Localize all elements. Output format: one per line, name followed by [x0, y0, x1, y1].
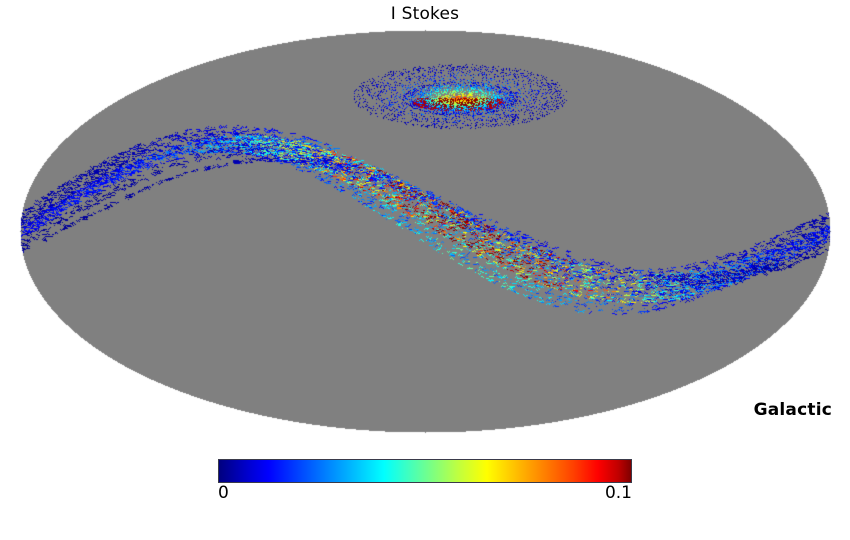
- page-title: I Stokes: [390, 4, 460, 24]
- mollweide-projection: [0, 25, 850, 440]
- colorbar[interactable]: [218, 459, 632, 483]
- coordinate-system-label: Galactic: [753, 400, 832, 420]
- sky-map-canvas: [0, 25, 850, 440]
- colorbar-gradient: [218, 459, 632, 483]
- colorbar-max-label: 0.1: [604, 483, 632, 503]
- colorbar-min-label: 0: [218, 483, 229, 503]
